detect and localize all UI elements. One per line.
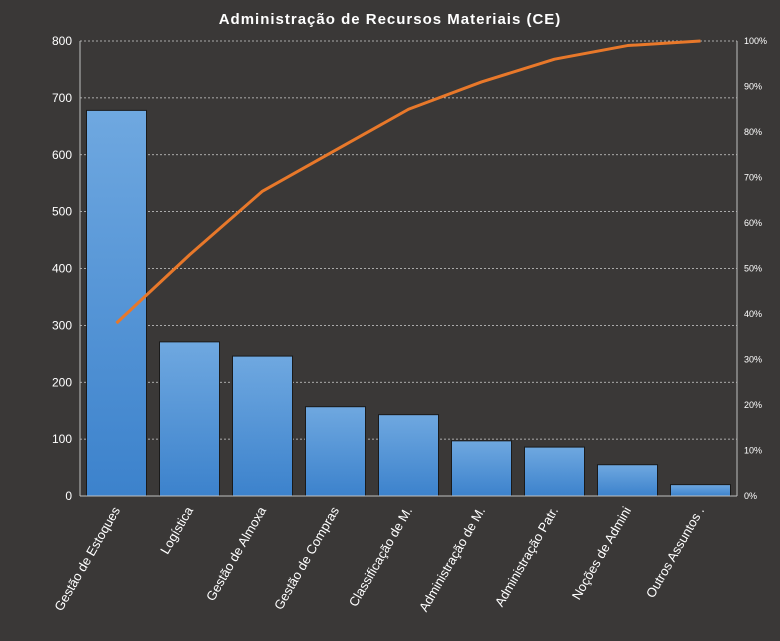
bar: [232, 355, 293, 497]
x-tick-label: Outros Assuntos .: [643, 504, 707, 600]
bar: [670, 484, 731, 497]
y-tick-label: 400: [52, 262, 72, 276]
y2-tick-label: 60%: [744, 218, 762, 228]
y2-tick-label: 40%: [744, 309, 762, 319]
bar: [305, 406, 366, 497]
y-tick-label: 100: [52, 432, 72, 446]
y2-tick-label: 50%: [744, 264, 762, 274]
bar: [524, 446, 585, 497]
x-tick-label: Logística: [157, 503, 196, 556]
cumulative-line: [115, 39, 701, 325]
right-y-axis-ticks: 0% 10% 20% 30% 40% 50% 60% 70% 80% 90% 100%: [744, 36, 767, 501]
bars: [86, 109, 731, 497]
x-tick-label: Administração Patr.: [492, 504, 561, 609]
x-tick-label: Gestão de Estoques: [51, 504, 123, 614]
y2-tick-label: 90%: [744, 82, 762, 92]
cumulative-percent-line: [115, 39, 701, 325]
bar: [597, 464, 658, 497]
y2-tick-label: 0%: [744, 491, 757, 501]
x-tick-label: Gestão de Almoxa: [203, 503, 269, 603]
x-tick-label: Administração de M.: [416, 504, 488, 614]
y2-tick-label: 100%: [744, 36, 767, 46]
bar: [378, 414, 439, 497]
y-tick-label: 0: [65, 489, 72, 503]
y-tick-label: 800: [52, 34, 72, 48]
x-tick-label: Classificação de M.: [346, 504, 415, 609]
y-tick-label: 500: [52, 205, 72, 219]
y-tick-label: 200: [52, 375, 72, 389]
bar: [451, 440, 512, 497]
x-axis-ticks: Gestão de Estoques Logística Gestão de Alm…: [51, 503, 707, 614]
y-tick-label: 300: [52, 318, 72, 332]
y2-tick-label: 80%: [744, 127, 762, 137]
bar: [159, 341, 220, 497]
y2-tick-label: 70%: [744, 173, 762, 183]
axes: [79, 41, 738, 497]
chart-title: Administração de Recursos Materiais (CE): [219, 11, 562, 28]
x-tick-label: Gestão de Compras: [271, 504, 342, 613]
y2-tick-label: 30%: [744, 355, 762, 365]
y2-tick-label: 10%: [744, 446, 762, 456]
y-tick-label: 700: [52, 91, 72, 105]
y-tick-label: 600: [52, 148, 72, 162]
y2-tick-label: 20%: [744, 400, 762, 410]
x-tick-label: Noções de Admini: [569, 504, 634, 602]
left-y-axis-ticks: 0 100 200 300 400 500 600 700 800: [52, 34, 72, 503]
